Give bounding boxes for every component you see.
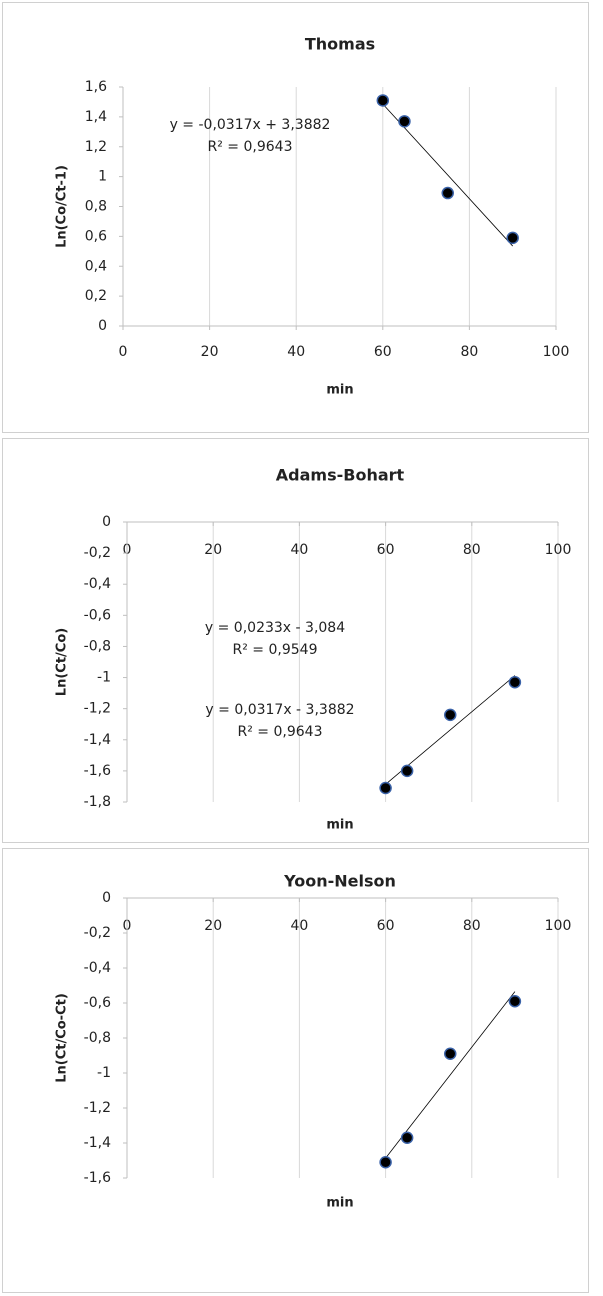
x-tick-label: 40 xyxy=(287,344,305,360)
data-point xyxy=(506,231,519,245)
trendline xyxy=(385,991,516,1159)
chart-title: Adams-Bohart xyxy=(276,466,405,485)
y-tick-label: 0,6 xyxy=(85,228,107,244)
y-tick-label: -1,6 xyxy=(84,763,111,779)
y-tick-label: 0,8 xyxy=(85,199,107,215)
x-tick-label: 100 xyxy=(545,542,572,558)
y-axis-label: Ln(Ct/Co-Ct) xyxy=(55,993,70,1083)
x-tick-label: 0 xyxy=(119,344,128,360)
y-tick-label: -1,2 xyxy=(84,701,111,717)
chart-panel: Yoon-Nelson 0 20 40 60 80 100 -1,6 -1,4 -1,2 -1 -0,… xyxy=(2,702,589,1293)
y-tick-label: -0,6 xyxy=(84,995,111,1011)
x-tick-label: 20 xyxy=(201,344,219,360)
data-point xyxy=(379,781,392,795)
chart-panel: Adams-Bohart 0 20 40 60 80 100 -1,8 -1,6 -1,4 -1,2… xyxy=(2,438,589,843)
y-tick-label: -1 xyxy=(97,670,111,686)
chart-panel: Thomas 0 20 40 60 80 100 0 0,2 0,4 0,6 0,8 1 1,2 1,4 1,… xyxy=(2,2,589,433)
y-tick-label: -1,8 xyxy=(84,794,111,810)
y-tick-label: -0,8 xyxy=(84,1030,111,1046)
x-tick-label: 20 xyxy=(204,542,222,558)
x-tick-label: 20 xyxy=(204,918,222,934)
trendline-equation: y = 0,0233x - 3,084 xyxy=(205,620,345,636)
y-axis-label: Ln(Ct/Co) xyxy=(55,628,70,696)
chart-title: Thomas xyxy=(305,35,375,54)
data-point xyxy=(508,675,522,689)
trendline-equation: y = 0,0317x - 3,3882 xyxy=(205,702,354,718)
x-tick-label: 100 xyxy=(545,918,572,934)
y-tick-label: 0 xyxy=(102,890,111,906)
y-tick-label: -0,2 xyxy=(84,925,111,941)
y-tick-label: -1,4 xyxy=(84,732,111,748)
x-axis-label: min xyxy=(326,383,353,398)
y-tick-label: -0,2 xyxy=(84,545,111,561)
data-point xyxy=(441,186,454,200)
data-point xyxy=(400,764,414,778)
data-point xyxy=(400,1131,414,1144)
y-tick-label: -1,6 xyxy=(84,1170,111,1186)
y-tick-label: 0,4 xyxy=(85,258,107,274)
data-point xyxy=(398,115,411,128)
x-tick-label: 60 xyxy=(377,918,395,934)
trendline-equation: y = -0,0317x + 3,3882 xyxy=(170,117,331,133)
x-tick-label: 40 xyxy=(290,542,308,558)
y-tick-label: 1 xyxy=(98,169,107,185)
y-tick-label: 1,2 xyxy=(85,139,107,155)
data-point xyxy=(444,708,457,722)
x-tick-label: 60 xyxy=(377,542,395,558)
y-tick-label: -0,6 xyxy=(84,607,111,623)
data-point xyxy=(376,94,390,107)
y-tick-label: 0,2 xyxy=(85,288,107,304)
y-tick-label: 0 xyxy=(102,514,111,530)
y-tick-label: -0,4 xyxy=(84,576,111,592)
y-tick-label: -1,4 xyxy=(84,1135,111,1151)
y-tick-label: -0,8 xyxy=(84,638,111,654)
data-point xyxy=(379,1156,392,1169)
trendline xyxy=(382,103,513,247)
x-tick-label: 100 xyxy=(543,344,570,360)
y-axis-label: Ln(Co/Ct-1) xyxy=(55,165,70,248)
y-tick-label: 1,6 xyxy=(85,79,107,95)
trendline-r2: R² = 0,9643 xyxy=(238,724,323,740)
x-axis-label: min xyxy=(326,818,353,833)
data-point xyxy=(444,1047,457,1060)
trendline-r2: R² = 0,9549 xyxy=(233,642,318,658)
x-tick-label: 40 xyxy=(290,918,308,934)
chart-title: Yoon-Nelson xyxy=(283,872,396,891)
x-tick-label: 60 xyxy=(374,344,392,360)
y-tick-label: -1 xyxy=(97,1065,111,1081)
y-tick-label: 0 xyxy=(98,318,107,334)
x-tick-label: 80 xyxy=(463,918,481,934)
x-axis-label: min xyxy=(326,1196,353,1211)
x-tick-label: 80 xyxy=(463,542,481,558)
panel-border xyxy=(2,2,589,433)
trendline-r2: R² = 0,9643 xyxy=(208,139,293,155)
y-tick-label: -0,4 xyxy=(84,960,111,976)
panel-border xyxy=(2,438,589,843)
x-tick-label: 80 xyxy=(460,344,478,360)
y-tick-label: 1,4 xyxy=(85,109,107,125)
data-point xyxy=(508,995,522,1008)
y-tick-label: -1,2 xyxy=(84,1100,111,1116)
panel-border xyxy=(2,848,589,1293)
